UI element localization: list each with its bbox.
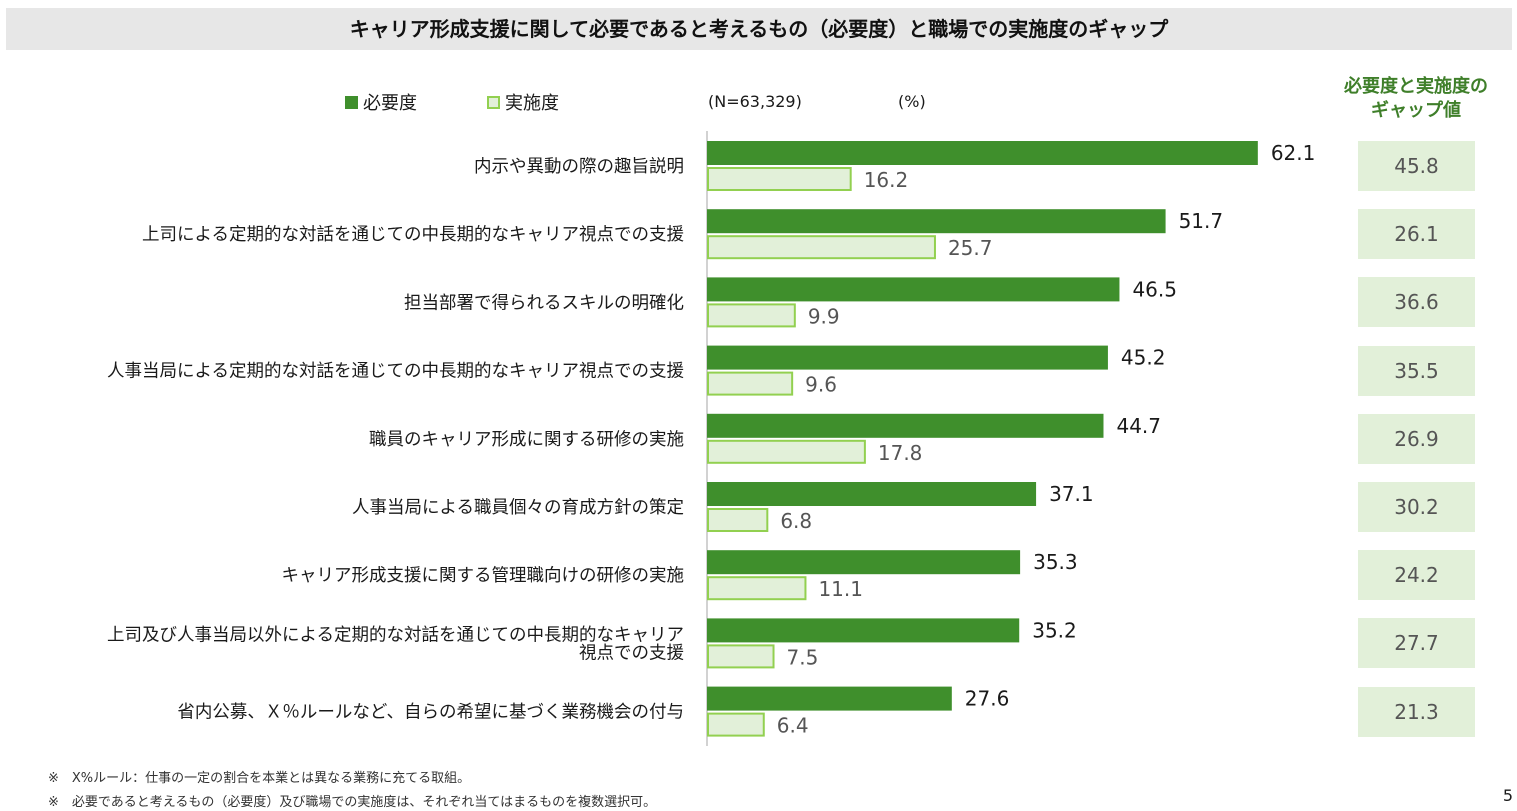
page-title: キャリア形成支援に関して必要であると考えるもの（必要度）と職場での実施度のギャッ… bbox=[349, 17, 1169, 41]
category-label: 上司による定期的な対話を通じての中長期的なキャリア視点での支援 bbox=[142, 225, 684, 245]
gap-value-box: 36.6 bbox=[1358, 277, 1475, 328]
implementation-bar bbox=[707, 576, 807, 601]
category-label: 内示や異動の際の趣旨説明 bbox=[474, 157, 684, 177]
implementation-value-label: 7.5 bbox=[787, 645, 819, 669]
legend-swatch-implementation bbox=[487, 95, 500, 109]
implementation-value-label: 6.8 bbox=[780, 509, 812, 533]
legend-label-implementation: 実施度 bbox=[505, 93, 559, 114]
implementation-bar bbox=[707, 439, 866, 464]
implementation-bar bbox=[707, 371, 794, 396]
need-value-label: 44.7 bbox=[1116, 414, 1161, 438]
need-value-label: 37.1 bbox=[1049, 482, 1094, 506]
legend-item-implementation: 実施度 bbox=[487, 89, 559, 115]
need-bar bbox=[707, 482, 1037, 506]
footnote-1: ※ X%ルール：仕事の一定の割合を本業とは異なる業務に充てる取組。 bbox=[48, 771, 471, 786]
footnote-2: ※ 必要であると考えるもの（必要度）及び職場での実施度は、それぞれ当てはまるもの… bbox=[48, 795, 657, 810]
legend-label-need: 必要度 bbox=[363, 93, 417, 114]
need-bar bbox=[707, 209, 1166, 234]
need-value-label: 27.6 bbox=[965, 687, 1010, 711]
need-bar bbox=[707, 686, 952, 711]
need-value-label: 45.2 bbox=[1121, 346, 1166, 370]
gap-header-line-1: 必要度と実施度の bbox=[1344, 76, 1488, 97]
category-label: 担当部署で得られるスキルの明確化 bbox=[404, 293, 684, 313]
title-bar: キャリア形成支援に関して必要であると考えるもの（必要度）と職場での実施度のギャッ… bbox=[6, 8, 1512, 50]
implementation-value-label: 16.2 bbox=[864, 168, 909, 192]
gap-value-box: 21.3 bbox=[1358, 686, 1475, 737]
gap-header-line-2: ギャップ値 bbox=[1371, 100, 1461, 121]
implementation-bar bbox=[707, 167, 852, 191]
page-number: 5 bbox=[1502, 786, 1513, 805]
implementation-bar bbox=[707, 712, 765, 737]
unit-label: (%) bbox=[898, 92, 926, 111]
category-label: 上司及び人事当局以外による定期的な対話を通じての中長期的なキャリア bbox=[107, 625, 684, 645]
implementation-value-label: 11.1 bbox=[818, 577, 863, 601]
implementation-bar bbox=[707, 508, 769, 532]
implementation-bar bbox=[707, 303, 796, 328]
category-label: 人事当局による定期的な対話を通じての中長期的なキャリア視点での支援 bbox=[107, 362, 684, 382]
implementation-value-label: 25.7 bbox=[948, 236, 993, 260]
category-label: 省内公募、Ｘ％ルールなど、自らの希望に基づく業務機会の付与 bbox=[177, 703, 684, 723]
category-label: 視点での支援 bbox=[579, 643, 684, 663]
category-label: キャリア形成支援に関する管理職向けの研修の実施 bbox=[282, 566, 685, 586]
implementation-bar bbox=[707, 235, 936, 260]
gap-value-box: 45.8 bbox=[1358, 141, 1475, 191]
gap-value-box: 27.7 bbox=[1358, 618, 1475, 669]
need-value-label: 46.5 bbox=[1132, 277, 1177, 301]
need-bar bbox=[707, 277, 1120, 302]
need-bar bbox=[707, 550, 1021, 575]
gap-value-box: 24.2 bbox=[1358, 550, 1475, 601]
category-label: 人事当局による職員個々の育成方針の策定 bbox=[352, 498, 684, 518]
need-value-label: 35.2 bbox=[1032, 618, 1077, 642]
need-value-label: 62.1 bbox=[1271, 141, 1316, 165]
legend-item-need: 必要度 bbox=[345, 89, 417, 115]
implementation-value-label: 17.8 bbox=[878, 441, 923, 465]
gap-header: 必要度と実施度の ギャップ値 bbox=[1326, 75, 1506, 123]
need-bar bbox=[707, 413, 1104, 438]
legend: 必要度 実施度 bbox=[345, 89, 629, 115]
need-value-label: 35.3 bbox=[1033, 550, 1078, 574]
implementation-value-label: 6.4 bbox=[777, 714, 809, 738]
need-value-label: 51.7 bbox=[1179, 209, 1224, 233]
gap-value-box: 26.9 bbox=[1358, 413, 1475, 464]
implementation-value-label: 9.6 bbox=[805, 373, 837, 397]
need-bar bbox=[707, 345, 1108, 370]
gap-value-box: 35.5 bbox=[1358, 345, 1475, 396]
gap-value-box: 26.1 bbox=[1358, 209, 1475, 260]
category-label: 職員のキャリア形成に関する研修の実施 bbox=[369, 430, 684, 450]
legend-swatch-need bbox=[345, 95, 358, 109]
gap-value-box: 30.2 bbox=[1358, 482, 1475, 532]
sample-size-note: (N=63,329) bbox=[708, 92, 802, 111]
need-bar bbox=[707, 618, 1020, 643]
implementation-value-label: 9.9 bbox=[808, 304, 840, 328]
implementation-bar bbox=[707, 644, 775, 669]
need-bar bbox=[707, 141, 1258, 165]
